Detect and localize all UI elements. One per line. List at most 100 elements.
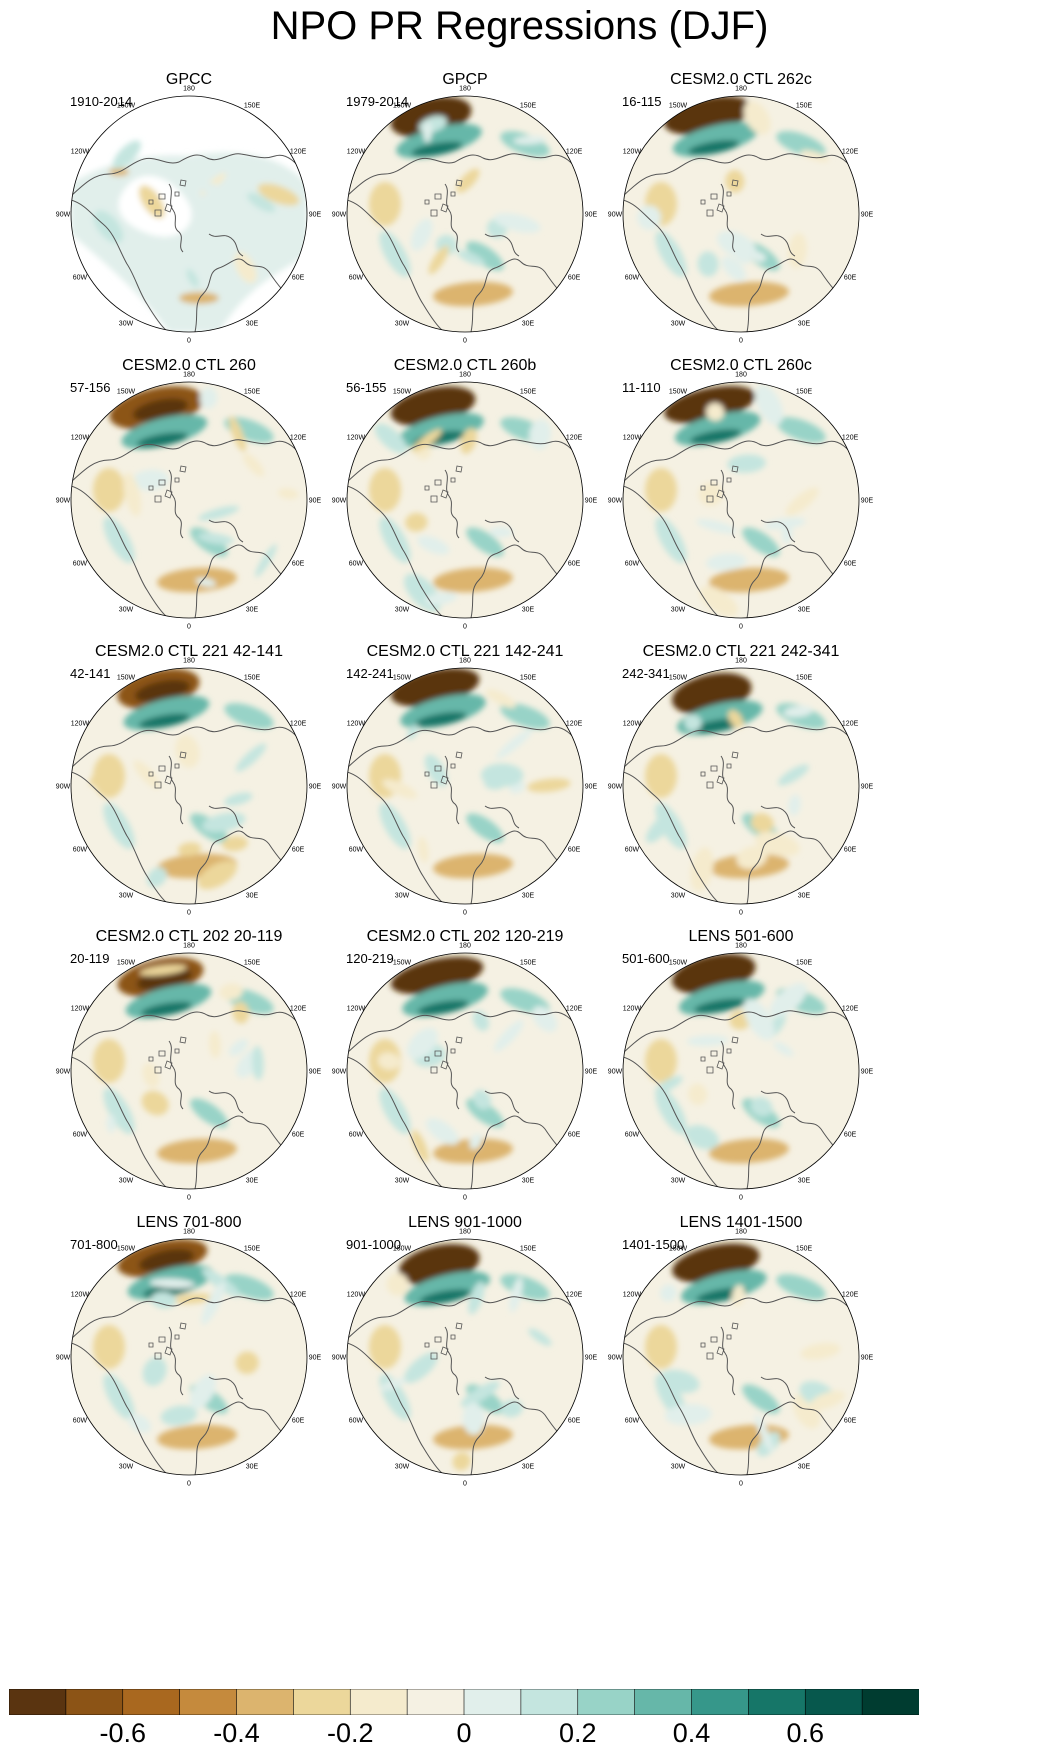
weak-positive-anomaly [528,1328,552,1346]
weak-positive-anomaly [763,517,806,530]
longitude-label: 30E [522,1178,535,1185]
longitude-label: 0 [739,910,743,917]
longitude-label: 60W [349,847,364,854]
colorbar-swatch [293,1689,352,1715]
longitude-label: 120W [71,1006,90,1013]
longitude-label: 60E [844,847,857,854]
longitude-label: 60W [625,1418,640,1425]
positive-anomaly-north-atlantic [466,241,504,271]
weak-positive-anomaly [685,1125,719,1150]
longitude-label: 90E [585,1355,598,1362]
longitude-label: 180 [459,943,471,950]
positive-anomaly-core [690,429,742,445]
positive-anomaly-north-atlantic [466,813,504,843]
weak-positive-anomaly [496,728,533,759]
colorbar-swatch [236,1689,295,1715]
longitude-label: 120W [623,1292,642,1299]
negative-anomaly-america [645,468,677,512]
arctic-islands [148,751,187,789]
longitude-label: 60E [568,1132,581,1139]
coastline [347,725,582,904]
longitude-label: 60E [568,561,581,568]
longitude-label: 30W [671,1464,686,1471]
negative-anomaly-core [138,1248,194,1272]
panel-title: GPCC [165,71,213,88]
longitude-label: 60E [292,1418,305,1425]
longitude-label: 90W [332,1355,347,1362]
weak-negative-anomaly [800,1342,841,1360]
map-border [622,952,860,1190]
panel-period-label: 42-141 [70,666,111,681]
colorbar [9,1689,919,1715]
polar-map: 180 150E 120E 90E 60E 30E 0 30W 60W 90W 120W 150W [56,1229,322,1488]
longitude-label: 30W [671,893,686,900]
weak-positive-anomaly [417,535,450,555]
longitude-label: 120W [623,721,642,728]
weak-negative-anomaly [411,429,442,453]
longitude-label: 60W [625,1132,640,1139]
longitude-label: 180 [183,372,195,379]
weak-negative-anomaly [706,402,725,421]
longitude-label: 90E [309,1355,322,1362]
longitude-label: 150W [669,674,688,681]
weak-positive-anomaly [727,454,766,473]
longitude-label: 150W [393,388,412,395]
weak-negative-anomaly [139,964,187,976]
weak-positive-anomaly [112,140,141,170]
negative-anomaly-core [688,684,744,708]
weak-positive-anomaly [480,763,524,787]
longitude-label: 30E [798,893,811,900]
longitude-label: 150W [117,388,136,395]
positive-anomaly-east-asia [500,1274,550,1300]
longitude-label: 30E [798,321,811,328]
longitude-label: 120W [71,721,90,728]
weak-positive-anomaly [198,505,240,521]
weak-positive-anomaly [149,1278,195,1289]
weak-negative-anomaly [175,734,200,768]
negative-anomaly-europe [433,1424,513,1450]
weak-negative-anomaly [754,831,800,857]
colorbar-swatch [349,1689,408,1715]
colorbar-swatch [9,1689,67,1715]
longitude-label: 0 [187,910,191,917]
polar-map: 180 150E 120E 90E 60E 30E 0 30W 60W 90W 120W 150W [608,372,874,631]
longitude-label: 90E [585,1069,598,1076]
arctic-islands [700,1322,739,1360]
longitude-label: 120W [347,435,366,442]
negative-anomaly-europe [709,1138,789,1164]
negative-anomaly-core [134,679,190,703]
map-border [70,667,308,905]
weak-negative-anomaly [743,101,771,135]
longitude-label: 90W [332,498,347,505]
longitude-label: 120W [347,721,366,728]
longitude-label: 60W [73,1132,88,1139]
weak-negative-anomaly [731,1284,745,1307]
longitude-label: 30W [395,1178,410,1185]
coastline [623,1296,858,1475]
polar-map: 180 150E 120E 90E 60E 30E 0 30W 60W 90W 120W 150W [56,943,322,1202]
weak-negative-anomaly [208,1030,221,1059]
panel-period-label: 57-156 [70,380,111,395]
weak-negative-anomaly [177,842,202,857]
negative-anomaly-core [132,398,188,422]
colorbar-swatch [577,1689,636,1715]
weak-positive-anomaly [235,743,267,772]
weak-positive-anomaly [697,251,719,277]
weak-positive-anomaly [252,1045,264,1081]
positive-anomaly-north-atlantic [466,1098,504,1128]
weak-positive-anomaly [150,1291,177,1309]
negative-anomaly-europe [709,567,789,593]
weak-positive-anomaly [197,532,234,545]
coastline [623,153,858,332]
longitude-label: 150E [244,1245,261,1252]
negative-anomaly-europe [433,281,513,307]
longitude-label: 0 [739,624,743,631]
coastline [347,1010,582,1189]
weak-positive-anomaly [410,218,433,251]
negative-anomaly-america [93,1039,125,1083]
weak-negative-anomaly [141,1090,169,1116]
longitude-label: 30E [522,607,535,614]
polar-map: 180 150E 120E 90E 60E 30E 0 30W 60W 90W 120W 150W [332,943,598,1202]
weak-negative-anomaly [417,836,429,863]
colorbar-swatch [179,1689,238,1715]
